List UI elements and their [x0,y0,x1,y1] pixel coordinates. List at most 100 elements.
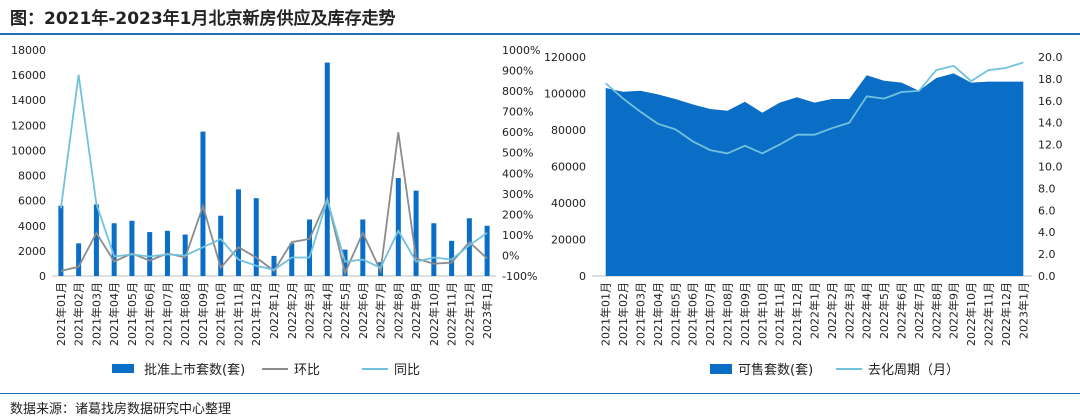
y-tick-label: 10000 [11,144,46,157]
bar [235,189,241,276]
bar [342,249,348,276]
x-tick-label: 2022年10月 [964,282,978,346]
data-source: 数据来源：诸葛找房数据研究中心整理 [10,402,232,417]
x-tick-label: 2022年5月 [877,282,891,339]
x-tick-label: 2023年1月 [480,282,494,339]
page-title: 图：2021年-2023年1月北京新房供应及库存走势 [10,9,396,29]
y2-tick-label: 600% [502,126,533,139]
y2-tick-label: 4.0 [1038,226,1056,239]
y2-tick-label: 20.0 [1038,51,1063,64]
area-series [605,73,1024,277]
y2-tick-label: 400% [502,167,533,180]
y2-tick-label: 12.0 [1038,139,1063,152]
y-tick-label: 80000 [551,124,586,137]
x-tick-label: 2021年05月 [668,282,682,346]
y2-tick-label: 700% [502,106,533,119]
legend-label: 批准上市套数(套) [144,362,245,378]
bar [58,205,64,276]
x-tick-label: 2022年2月 [825,282,839,339]
y-tick-label: 2000 [18,245,46,258]
x-tick-label: 2022年11月 [445,282,459,346]
y2-tick-label: 10.0 [1038,161,1063,174]
x-tick-label: 2022年1月 [808,282,822,339]
legend-label: 环比 [294,363,320,378]
bar [129,220,135,276]
y-tick-label: 8000 [18,170,46,183]
x-tick-label: 2022年11月 [982,282,996,346]
footer-divider [0,393,1080,394]
bar [395,178,401,276]
x-tick-label: 2021年09月 [196,282,210,346]
y2-tick-label: 14.0 [1038,117,1063,130]
y-tick-label: 20000 [551,234,586,247]
x-tick-label: 2022年9月 [947,282,961,339]
y-tick-label: 12000 [11,119,46,132]
x-tick-label: 2022年12月 [999,282,1013,346]
y-tick-label: 16000 [11,69,46,82]
y2-tick-label: 500% [502,147,533,160]
x-tick-label: 2021年09月 [738,282,752,346]
y2-tick-label: 8.0 [1038,182,1056,195]
y2-tick-label: 900% [502,65,533,78]
x-tick-label: 2022年3月 [303,282,317,339]
x-tick-label: 2022年10月 [427,282,441,346]
y2-tick-label: 2.0 [1038,248,1056,261]
x-tick-label: 2021年07月 [703,282,717,346]
x-tick-label: 2022年3月 [842,282,856,339]
bar [484,225,490,276]
x-tick-label: 2022年7月 [912,282,926,339]
x-tick-label: 2022年6月 [356,282,370,339]
bar [324,62,330,276]
x-tick-label: 2021年06月 [686,282,700,346]
legend-swatch-area [710,364,732,374]
x-tick-label: 2021年10月 [214,282,228,346]
y2-tick-label: 0% [502,249,519,262]
bar [111,223,117,276]
x-tick-label: 2022年1月 [267,282,281,339]
x-tick-label: 2021年12月 [249,282,263,346]
y2-tick-label: 16.0 [1038,95,1063,108]
y-tick-label: 18000 [11,44,46,57]
bar [218,215,224,276]
bar [271,255,277,276]
bar [147,232,153,276]
y2-tick-label: 1000% [502,44,540,57]
x-tick-label: 2021年02月 [616,282,630,346]
x-tick-label: 2021年08月 [721,282,735,346]
bar [93,204,99,276]
chart-supply: 0 2000 4000 6000 8000 10000 12000 14000 16000 180… [11,44,540,378]
x-tick-label: 2022年8月 [929,282,943,339]
bar [466,218,472,276]
bar [431,223,437,276]
y-tick-label: 14000 [11,94,46,107]
x-tick-label: 2021年11月 [773,282,787,346]
x-tick-label: 2022年2月 [285,282,299,339]
x-tick-label: 2022年7月 [374,282,388,339]
x-tick-label: 2021年03月 [89,282,103,346]
bar [360,219,366,276]
x-tick-label: 2022年8月 [391,282,405,339]
y2-tick-label: 300% [502,188,533,201]
y2-tick-label: 0.0 [1038,270,1056,283]
x-tick-label: 2022年4月 [320,282,334,339]
series-line-right [605,61,1024,155]
x-tick-label: 2023年1月 [1016,282,1030,339]
legend-label: 同比 [394,363,420,378]
y2-tick-label: 100% [502,229,533,242]
x-tick-label: 2021年02月 [72,282,86,346]
x-tick-label: 2021年10月 [755,282,769,346]
y-tick-label: 60000 [551,161,586,174]
y-tick-label: 0 [579,270,586,283]
y2-tick-label: 18.0 [1038,73,1063,86]
bar [289,243,295,276]
y-tick-label: 40000 [551,197,586,210]
y2-tick-label: 6.0 [1038,204,1056,217]
x-tick-label: 2021年04月 [651,282,665,346]
legend-label: 可售套数(套) [738,362,813,378]
x-tick-label: 2021年03月 [634,282,648,346]
x-tick-label: 2022年9月 [409,282,423,339]
x-tick-label: 2021年12月 [790,282,804,346]
x-tick-label: 2021年04月 [107,282,121,346]
chart-inventory: 0 20000 40000 60000 80000 100000 120000 0.0 2.0 4… [544,51,1063,378]
x-tick-label: 2022年4月 [860,282,874,339]
